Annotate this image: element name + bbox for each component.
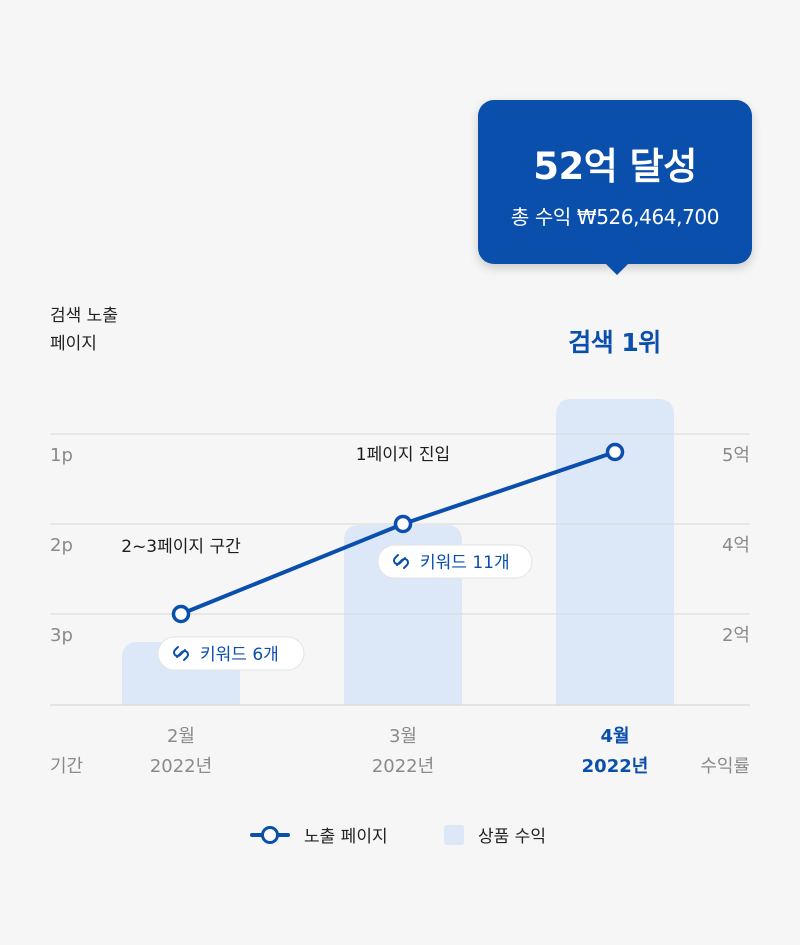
revenue-bar-3 — [556, 399, 674, 705]
chart-legend: 노출 페이지 상품 수익 — [0, 818, 800, 850]
legend-bar-label: 상품 수익 — [478, 827, 546, 847]
left-axis-title-line2: 페이지 — [50, 334, 97, 354]
left-axis-title: 검색 노출 페이지 — [50, 302, 118, 358]
exposure-point-1 — [171, 604, 191, 624]
achievement-callout: 52억 달성 총 수익 ₩526,464,700 — [478, 100, 752, 275]
legend-bar-swatch-icon — [444, 824, 464, 845]
right-tick-label: 5억 — [722, 445, 750, 466]
left-axis-title-line1: 검색 노출 — [50, 306, 118, 326]
keyword-badge-label: 키워드 11개 — [420, 553, 510, 573]
x-tick-month: 4월 — [600, 726, 629, 747]
x-tick-month: 3월 — [389, 726, 417, 747]
legend-line-icon — [250, 825, 290, 845]
keyword-badge — [377, 544, 533, 579]
right-tick-label: 4억 — [722, 535, 750, 556]
left-tick-label: 3p — [50, 625, 73, 646]
legend-item-bar: 상품 수익 — [444, 822, 546, 847]
right-tick-label: 2억 — [722, 625, 750, 646]
x-axis-title: 기간 — [50, 756, 83, 777]
left-tick-label: 1p — [50, 445, 73, 466]
annotation-label: 1페이지 진입 — [356, 445, 450, 465]
keyword-badge-label: 키워드 6개 — [200, 645, 279, 665]
left-tick-label: 2p — [50, 535, 73, 556]
callout-subtitle: 총 수익 ₩526,464,700 — [510, 205, 720, 229]
legend-line-label: 노출 페이지 — [304, 827, 388, 847]
exposure-point-2 — [393, 514, 413, 534]
right-axis-title: 수익률 — [700, 756, 750, 777]
x-tick-year: 2022년 — [150, 756, 212, 777]
search-rank-highlight: 검색 1위 — [568, 328, 661, 357]
x-tick-year: 2022년 — [372, 756, 434, 777]
callout-title: 52억 달성 — [533, 145, 697, 188]
x-tick-month: 2월 — [167, 726, 195, 747]
keyword-badge — [157, 636, 305, 671]
link-icon — [392, 554, 410, 569]
link-icon — [172, 646, 190, 661]
exposure-point-3 — [605, 442, 625, 462]
annotation-label: 2~3페이지 구간 — [121, 537, 241, 557]
x-tick-year: 2022년 — [582, 756, 649, 777]
legend-item-line: 노출 페이지 — [250, 822, 388, 847]
